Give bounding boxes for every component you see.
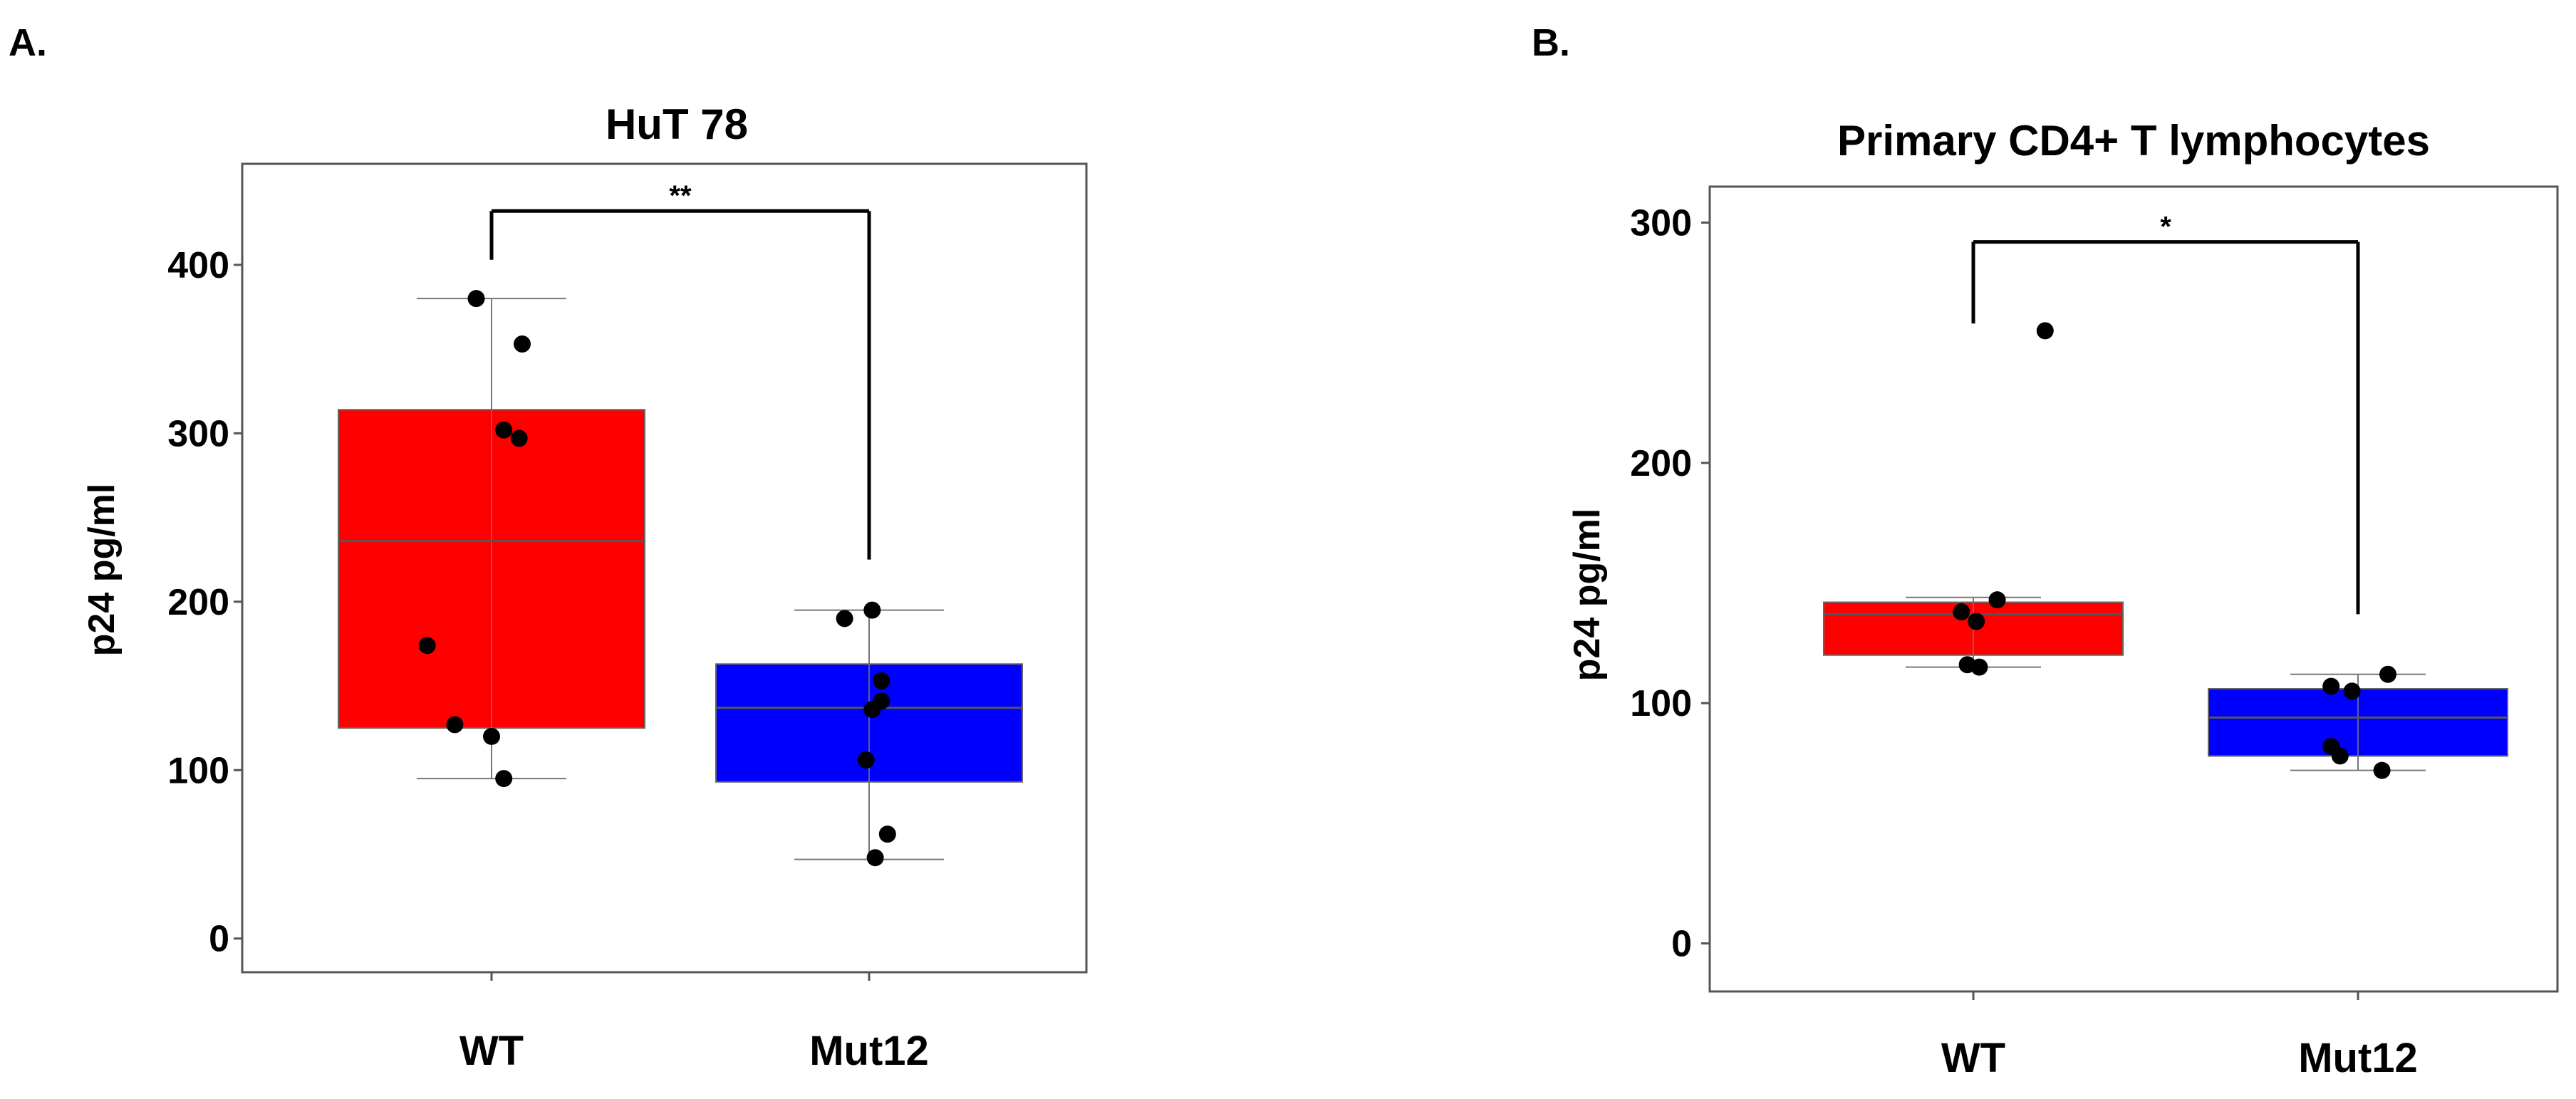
- panel-b-y-axis-title: p24 pg/ml: [1567, 509, 1608, 682]
- panel-a-y-tick-label: 400: [167, 245, 229, 286]
- panel-a: A. HuT 78 p24 pg/ml 0 100 200 300 400 WT Mut12…: [9, 21, 1088, 1074]
- panel-b-label: B.: [1532, 21, 1570, 64]
- panel-a-data-point: [446, 716, 464, 734]
- panel-a-y-tick-label: 300: [167, 413, 229, 454]
- panel-a-data-point: [514, 335, 531, 353]
- panel-b-data-point: [2373, 761, 2391, 779]
- panel-a-significance-label: **: [669, 180, 692, 212]
- panel-a-title: HuT 78: [606, 100, 748, 148]
- panel-a-plot-area: 0 100 200 300 400 WT Mut12 **: [167, 162, 1088, 1074]
- panel-b-y-tick-label: 100: [1630, 683, 1692, 724]
- panel-b-data-point: [1988, 591, 2006, 609]
- panel-b-plot-area: 0 100 200 300 WT Mut12 *: [1630, 185, 2559, 1081]
- panel-b-data-point: [2379, 665, 2396, 683]
- panel-a-y-tick-label: 200: [167, 582, 229, 623]
- panel-b-y-tick-label: 300: [1630, 203, 1692, 244]
- panel-b-data-point: [2343, 682, 2361, 700]
- panel-b-y-tick-label: 200: [1630, 443, 1692, 484]
- panel-a-y-tick-label: 100: [167, 750, 229, 791]
- panel-b-x-category-label: WT: [1941, 1035, 2005, 1081]
- panel-a-data-point: [836, 610, 853, 627]
- panel-a-data-point: [483, 727, 500, 745]
- panel-a-data-point: [495, 770, 513, 788]
- panel-b-y-tick-label: 0: [1671, 924, 1692, 965]
- panel-a-data-point: [510, 429, 528, 447]
- panel-b-data-point: [1953, 603, 1970, 621]
- panel-b-data-point: [2322, 677, 2340, 695]
- panel-b-data-point: [2331, 747, 2349, 765]
- panel-a-x-category-label: Mut12: [809, 1028, 929, 1074]
- panel-a-y-axis-title: p24 pg/ml: [81, 484, 123, 657]
- panel-b: B. Primary CD4+ T lymphocytes p24 pg/ml …: [1532, 21, 2559, 1081]
- panel-a-y-tick-label: 0: [209, 919, 229, 960]
- panel-a-data-point: [495, 421, 513, 439]
- panel-b-significance-label: *: [2160, 212, 2171, 243]
- panel-a-data-point: [866, 849, 884, 867]
- panel-b-title: Primary CD4+ T lymphocytes: [1837, 117, 2430, 165]
- panel-b-plot-frame: [1708, 185, 2559, 993]
- panel-a-data-point: [418, 637, 436, 655]
- panel-a-data-point: [863, 601, 881, 619]
- panel-b-data-point: [1970, 658, 1988, 676]
- panel-b-data-point: [2036, 322, 2054, 340]
- panel-a-x-category-label: WT: [459, 1028, 524, 1074]
- panel-b-x-category-label: Mut12: [2298, 1035, 2418, 1081]
- panel-a-data-point: [878, 825, 896, 843]
- panel-a-plot-frame: [241, 162, 1088, 974]
- panel-b-data-point: [1968, 613, 1985, 630]
- panel-a-data-point: [857, 751, 875, 769]
- panel-a-label: A.: [9, 21, 47, 64]
- panel-a-data-point: [863, 701, 881, 719]
- panel-a-data-point: [467, 290, 485, 308]
- panel-a-data-point: [873, 672, 890, 689]
